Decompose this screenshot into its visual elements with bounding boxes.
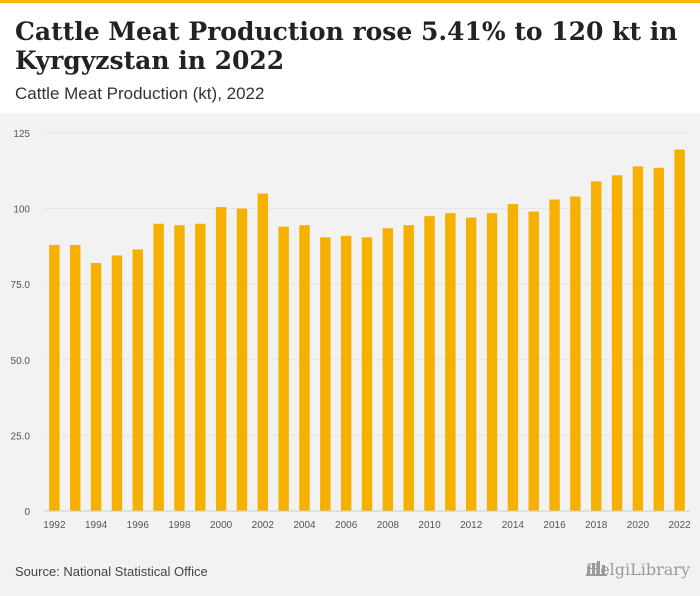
bar-2005	[320, 237, 331, 511]
top-accent-strip	[0, 0, 700, 3]
bar-1994	[90, 263, 102, 511]
chart-title: Cattle Meat Production rose 5.41% to 120…	[15, 17, 678, 75]
bar-2001	[236, 208, 248, 511]
bar-2022	[674, 149, 685, 511]
bar-1999	[195, 223, 206, 511]
bar-2020	[632, 166, 644, 511]
bar-2000	[215, 207, 227, 511]
bar-2006	[340, 235, 352, 511]
bar-2007	[361, 237, 373, 511]
x-tick-label: 2000	[210, 520, 233, 531]
x-tick-label: 2018	[585, 520, 608, 531]
bar-1998	[174, 225, 185, 511]
brand-name: HelgiLibrary	[586, 560, 690, 579]
x-tick-label: 2012	[460, 520, 483, 531]
x-tick-label: 1996	[127, 520, 150, 531]
bar-2021	[653, 167, 664, 511]
bar-2014	[507, 204, 519, 511]
x-tick-label: 2014	[502, 520, 525, 531]
bar-2017	[570, 196, 581, 511]
x-tick-label: 2020	[627, 520, 650, 531]
bar-2016	[549, 199, 560, 511]
x-tick-label: 1992	[43, 520, 66, 531]
bar-2015	[528, 211, 539, 511]
bar-2010	[424, 216, 435, 511]
chart-header: Cattle Meat Production rose 5.41% to 120…	[0, 3, 700, 113]
x-tick-label: 2004	[293, 520, 316, 531]
bar-2009	[403, 225, 414, 511]
bar-1996	[132, 249, 143, 511]
plot-area: 0 25.0 50.0 75.0 100 125 1992 1994 1996 1998 2000 2…	[0, 113, 700, 543]
bar-1997	[153, 223, 164, 511]
bar-2019	[611, 175, 623, 511]
bar-2018	[591, 181, 602, 511]
x-tick-label: 2022	[668, 520, 691, 531]
brand-logo: HelgiLibrary	[586, 560, 690, 579]
bar-2013	[486, 213, 498, 512]
x-tick-label: 2016	[543, 520, 566, 531]
bar-2012	[465, 217, 477, 511]
bar-2003	[278, 226, 289, 511]
y-tick-label: 75.0	[11, 280, 31, 291]
y-tick-label: 100	[13, 205, 30, 216]
x-tick-label: 1998	[168, 520, 191, 531]
x-tick-label: 2008	[377, 520, 400, 531]
source-note: Source: National Statistical Office	[15, 564, 208, 579]
y-tick-label: 125	[13, 129, 30, 140]
bar-chart: 0 25.0 50.0 75.0 100 125 1992 1994 1996 1998 2000 2…	[11, 129, 692, 531]
y-tick-label: 0	[24, 507, 30, 518]
chart-subtitle: Cattle Meat Production (kt), 2022	[15, 84, 265, 103]
bar-2004	[299, 225, 310, 511]
library-icon	[586, 561, 608, 576]
x-tick-label: 2006	[335, 520, 358, 531]
bar-2002	[257, 193, 269, 511]
x-tick-label: 1994	[85, 520, 108, 531]
bar-1992	[49, 244, 60, 511]
y-tick-label: 25.0	[11, 431, 31, 442]
x-tick-label: 2002	[252, 520, 275, 531]
bar-2011	[445, 213, 456, 512]
bar-1993	[70, 244, 81, 511]
y-tick-label: 50.0	[11, 356, 31, 367]
x-tick-label: 2010	[418, 520, 441, 531]
bar-1995	[111, 255, 123, 511]
bar-2008	[382, 228, 394, 512]
